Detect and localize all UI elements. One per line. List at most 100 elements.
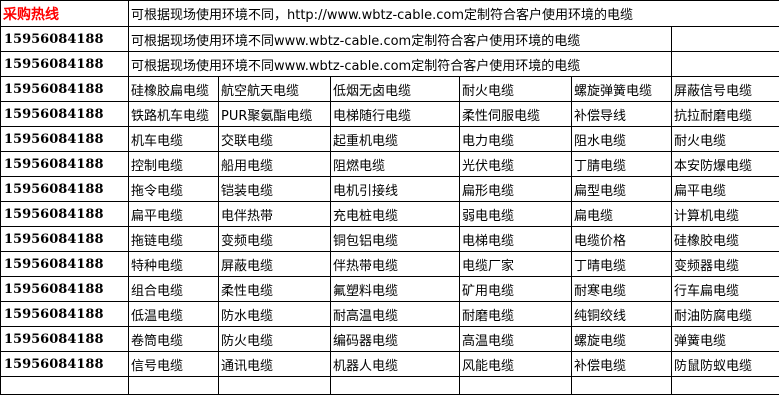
table-row: 15956084188 硅橡胶扁电缆 航空航天电缆 低烟无卤电缆 耐火电缆 螺旋弹簧电缆屏… <box>0 76 779 102</box>
cable-type-cell: 螺旋电缆 <box>571 326 672 352</box>
cable-type-cell: 补偿电缆 <box>571 351 672 377</box>
cable-type-cell: 硅橡胶电缆 <box>671 226 779 252</box>
cable-type-cell: 电力电缆 <box>459 126 572 152</box>
table-row: 15956084188 机车电缆 交联电缆 起重机电缆 电力电缆 阻水电缆 耐火电缆 <box>0 126 779 152</box>
phone-number: 15956084188 <box>0 251 129 277</box>
cable-type-cell: 本安防爆电缆 <box>671 151 779 177</box>
cable-type-cell: 防水电缆 <box>218 301 331 327</box>
cable-type-cell: 起重机电缆 <box>330 126 460 152</box>
table-row: 15956084188 信号电缆 通讯电缆 机器人电缆 风能电缆 补偿电缆 防鼠防蚁电缆 <box>0 351 779 377</box>
cable-type-cell: 耐磨电缆 <box>459 301 572 327</box>
cable-type-cell: 控制电缆 <box>128 151 219 177</box>
cable-type-cell: 补偿导线 <box>571 101 672 127</box>
cable-type-cell: 耐火电缆 <box>459 76 572 102</box>
table-row: 15956084188 特种电缆 屏蔽电缆 伴热带电缆 电缆厂家 丁晴电缆 变频器电缆 <box>0 251 779 277</box>
cable-type-cell: 扁平电缆 <box>128 201 219 227</box>
cable-type-cell: 电机引接线 <box>330 176 460 202</box>
cable-type-cell: 扁平电缆 <box>671 176 779 202</box>
cable-type-cell: 低温电缆 <box>128 301 219 327</box>
cable-type-cell: 矿用电缆 <box>459 276 572 302</box>
cable-type-cell: 屏蔽电缆 <box>218 251 331 277</box>
cable-type-cell: 卷筒电缆 <box>128 326 219 352</box>
cable-type-cell: 电缆价格 <box>571 226 672 252</box>
table-row: 15956084188 卷筒电缆 防火电缆 编码器电缆 高温电缆 螺旋电缆 弹簧电缆 <box>0 326 779 352</box>
header-row: 采购热线 可根据现场使用环境不同，http://www.wbtz-cable.c… <box>0 0 779 27</box>
phone-number: 15956084188 <box>0 151 129 177</box>
phone-number: 15956084188 <box>0 176 129 202</box>
cable-type-cell: 行车扁电缆 <box>671 276 779 302</box>
cable-type-cell: 光伏电缆 <box>459 151 572 177</box>
cable-type-cell: PUR聚氨酯电缆 <box>218 101 331 127</box>
cable-type-cell: 伴热带电缆 <box>330 251 460 277</box>
cable-type-cell: 柔性伺服电缆 <box>459 101 572 127</box>
cable-type-cell: 信号电缆 <box>128 351 219 377</box>
cable-type-cell: 硅橡胶扁电缆 <box>128 76 219 102</box>
cable-type-cell: 耐油防腐电缆 <box>671 301 779 327</box>
cable-type-cell: 铜包铝电缆 <box>330 226 460 252</box>
cable-type-cell: 扁型电缆 <box>571 176 672 202</box>
phone-number: 15956084188 <box>0 326 129 352</box>
cable-type-cell: 扁形电缆 <box>459 176 572 202</box>
cable-type-cell: 电梯电缆 <box>459 226 572 252</box>
empty-cell <box>330 376 460 395</box>
phone-number: 15956084188 <box>0 301 129 327</box>
empty-cell <box>671 51 779 77</box>
phone-number: 15956084188 <box>0 26 129 52</box>
cable-type-cell: 屏蔽信号电缆 <box>671 76 779 102</box>
cable-type-cell: 弹簧电缆 <box>671 326 779 352</box>
empty-row <box>0 376 779 395</box>
cable-type-cell: 扁电缆 <box>571 201 672 227</box>
cable-type-cell: 防鼠防蚁电缆 <box>671 351 779 377</box>
cable-type-cell: 组合电缆 <box>128 276 219 302</box>
cable-type-cell: 特种电缆 <box>128 251 219 277</box>
notice-text: 可根据现场使用环境不同，http://www.wbtz-cable.com定制符… <box>128 0 779 27</box>
phone-number: 15956084188 <box>0 276 129 302</box>
cable-type-cell: 高温电缆 <box>459 326 572 352</box>
table-row: 15956084188 低温电缆 防水电缆 耐高温电缆 耐磨电缆 纯铜绞线 耐油防腐电缆 <box>0 301 779 327</box>
cable-type-cell: 电伴热带 <box>218 201 331 227</box>
cable-type-cell: 风能电缆 <box>459 351 572 377</box>
phone-number: 15956084188 <box>0 101 129 127</box>
empty-cell <box>671 26 779 52</box>
cable-type-cell: 耐高温电缆 <box>330 301 460 327</box>
empty-cell <box>128 376 219 395</box>
cable-type-cell: 铠装电缆 <box>218 176 331 202</box>
cable-type-cell: 柔性电缆 <box>218 276 331 302</box>
cable-type-cell: 氟塑料电缆 <box>330 276 460 302</box>
cable-type-cell: 船用电缆 <box>218 151 331 177</box>
cable-type-cell: 机器人电缆 <box>330 351 460 377</box>
cable-type-cell: 低烟无卤电缆 <box>330 76 460 102</box>
cable-type-cell: 抗拉耐磨电缆 <box>671 101 779 127</box>
cable-type-cell: 防火电缆 <box>218 326 331 352</box>
cable-type-cell: 电梯随行电缆 <box>330 101 460 127</box>
table-row: 15956084188 拖链电缆 变频电缆 铜包铝电缆 电梯电缆 电缆价格 硅橡胶电缆 <box>0 226 779 252</box>
cable-type-cell: 阻燃电缆 <box>330 151 460 177</box>
table-row: 15956084188 拖令电缆 铠装电缆 电机引接线 扁形电缆 扁型电缆 扁平电缆 <box>0 176 779 202</box>
cable-type-cell: 变频器电缆 <box>671 251 779 277</box>
cable-type-cell: 螺旋弹簧电缆 <box>571 76 672 102</box>
cable-type-cell: 通讯电缆 <box>218 351 331 377</box>
cable-table: 采购热线 可根据现场使用环境不同，http://www.wbtz-cable.c… <box>0 0 779 395</box>
notice-row: 15956084188 可根据现场使用环境不同www.wbtz-cable.co… <box>0 26 779 52</box>
cable-type-cell: 变频电缆 <box>218 226 331 252</box>
phone-number: 15956084188 <box>0 76 129 102</box>
notice-text: 可根据现场使用环境不同www.wbtz-cable.com定制符合客户使用环境的… <box>128 26 672 52</box>
table-row: 15956084188 扁平电缆 电伴热带 充电桩电缆 弱电电缆 扁电缆 计算机电缆 <box>0 201 779 227</box>
table-row: 15956084188 控制电缆 船用电缆 阻燃电缆 光伏电缆 丁腈电缆 本安防爆电缆 <box>0 151 779 177</box>
phone-number: 15956084188 <box>0 201 129 227</box>
cable-type-cell: 耐火电缆 <box>671 126 779 152</box>
cable-type-cell: 耐寒电缆 <box>571 276 672 302</box>
hotline-label: 采购热线 <box>0 0 129 27</box>
cable-type-cell: 拖链电缆 <box>128 226 219 252</box>
notice-text: 可根据现场使用环境不同www.wbtz-cable.com定制符合客户使用环境的… <box>128 51 672 77</box>
notice-row: 15956084188 可根据现场使用环境不同www.wbtz-cable.co… <box>0 51 779 77</box>
phone-number: 15956084188 <box>0 51 129 77</box>
cable-type-cell: 铁路机车电缆 <box>128 101 219 127</box>
cable-type-cell: 纯铜绞线 <box>571 301 672 327</box>
table-row: 15956084188 组合电缆 柔性电缆 氟塑料电缆 矿用电缆 耐寒电缆 行车扁电缆 <box>0 276 779 302</box>
phone-number: 15956084188 <box>0 126 129 152</box>
cable-type-cell: 丁腈电缆 <box>571 151 672 177</box>
cable-type-cell: 计算机电缆 <box>671 201 779 227</box>
empty-cell <box>0 376 129 395</box>
cable-type-cell: 充电桩电缆 <box>330 201 460 227</box>
